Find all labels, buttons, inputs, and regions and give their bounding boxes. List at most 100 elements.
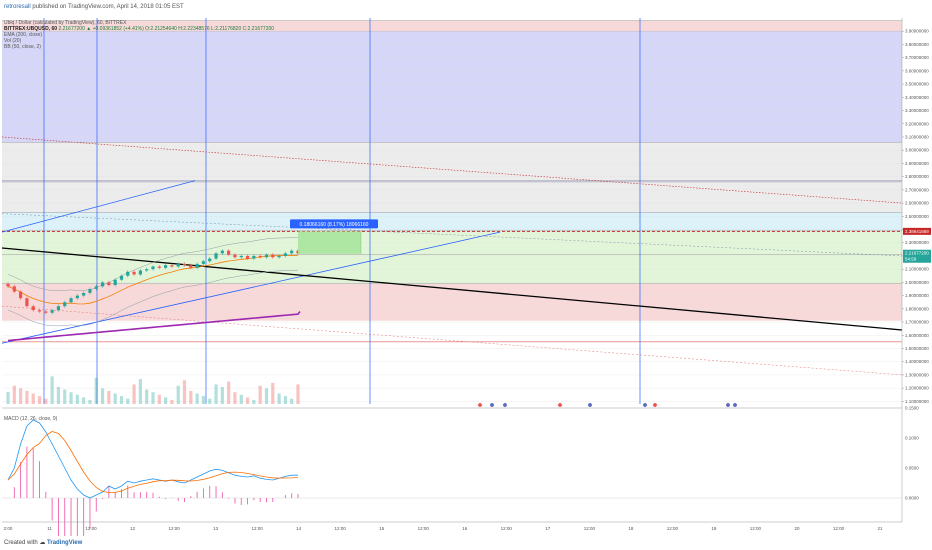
- candle-body: [50, 310, 54, 313]
- volume-bar: [277, 393, 281, 404]
- time-tick-label: 14: [296, 526, 302, 531]
- volume-bar: [239, 394, 243, 404]
- time-axis: 2:00 11 12:00 12 12:00 13 12:00 14 12:00 15 12:00 1…: [2, 521, 902, 531]
- ohlc-values: 2.21677200 ▲ +0.09361852 (+4.41%) O:2.21…: [58, 26, 275, 32]
- price-tick-label: 1.10000000: [905, 399, 929, 404]
- volume-bar: [75, 394, 79, 404]
- volume-bar: [233, 392, 237, 404]
- resistance-trendline: [1, 247, 903, 331]
- macd-legend[interactable]: MACD (12, 26, close, 9): [4, 416, 58, 422]
- time-tick-label: 16: [462, 526, 468, 531]
- candle-body: [6, 283, 10, 287]
- author-link[interactable]: retroresall: [4, 4, 31, 10]
- candle-body: [75, 295, 79, 299]
- price-tick-label: 1.30000000: [905, 372, 929, 377]
- event-marker-icon: [652, 402, 658, 408]
- price-tick-label: 3.00000000: [905, 148, 929, 153]
- volume-bar: [290, 398, 294, 404]
- time-tick-label: 12: [130, 526, 136, 531]
- candle-body: [56, 306, 61, 311]
- candle-body: [170, 265, 174, 267]
- event-marker-icon: [557, 402, 563, 408]
- volume-bar: [271, 382, 275, 404]
- macd-pane: [2, 407, 902, 536]
- candle-body: [189, 265, 193, 268]
- volume-bar: [264, 388, 269, 404]
- event-marker-icon: [725, 402, 731, 408]
- bb-lower-line: [7, 269, 299, 327]
- volume-bar: [44, 398, 48, 404]
- price-tick-label: 3.50000000: [905, 82, 929, 87]
- volume-bar: [208, 398, 212, 404]
- fib-zones: [2, 20, 902, 343]
- candle-body: [220, 250, 224, 254]
- time-tick-label: 12:00: [168, 526, 180, 531]
- footer-brand[interactable]: TradingView: [47, 540, 83, 546]
- volume-bar: [283, 396, 287, 404]
- candle-body: [63, 302, 67, 307]
- price-badge-green: [903, 249, 931, 263]
- candle-body: [233, 254, 237, 258]
- candle-body: [283, 253, 287, 256]
- time-tick-label: 18: [628, 526, 634, 531]
- price-tick-label: 2.80000000: [905, 174, 929, 179]
- symbol-title: Ubiq / Dollar (calculated by TradingView…: [4, 20, 127, 26]
- volume-bar: [31, 393, 35, 404]
- fib-zone: [2, 142, 902, 181]
- chart-canvas[interactable]: 0.18066160 (8.17%) 18066160 3.90000000 3.…: [0, 14, 932, 536]
- time-tick-label: 12:00: [833, 526, 845, 531]
- indicator-bb[interactable]: BB (50, close, 2): [4, 44, 41, 50]
- candle-body: [214, 253, 218, 259]
- candles: [6, 249, 300, 315]
- price-tick-label: 3.30000000: [905, 108, 929, 113]
- fib-zone: [2, 212, 902, 231]
- indicator-ema[interactable]: EMA (200, close): [4, 32, 43, 38]
- macd-tick-label: 0.0500: [905, 466, 919, 471]
- candle-body: [37, 310, 42, 312]
- time-tick-label: 12:00: [667, 526, 679, 531]
- time-tick-label: 13: [213, 526, 219, 531]
- candle-body: [25, 298, 29, 307]
- candle-body: [201, 261, 206, 264]
- volume-bar: [252, 400, 256, 404]
- time-tick-label: 20: [794, 526, 800, 531]
- volume-bar: [50, 376, 54, 404]
- volume-bar: [132, 384, 136, 404]
- candle-body: [100, 282, 105, 287]
- indicator-vol[interactable]: Vol (20): [4, 38, 22, 44]
- price-tick-label: 3.20000000: [905, 121, 929, 126]
- price-tick-label: 2.00000000: [905, 280, 929, 285]
- candle-body: [245, 255, 250, 259]
- price-tick-label: 2.10000000: [905, 267, 929, 272]
- price-tick-label: 2.70000000: [905, 187, 929, 192]
- time-tick-label: 12:00: [750, 526, 762, 531]
- publish-info: published on TradingView.com, April 14, …: [30, 4, 184, 10]
- price-tick-label: 3.60000000: [905, 68, 929, 73]
- candle-body: [107, 282, 111, 286]
- candle-body: [82, 292, 86, 296]
- price-tick-label: 3.40000000: [905, 95, 929, 100]
- candle-body: [164, 265, 168, 268]
- measure-label: 0.18066160 (8.17%) 18066160: [300, 222, 369, 228]
- candle-body: [126, 271, 130, 276]
- volume-bar: [296, 384, 300, 404]
- annotations: 0.18066160 (8.17%) 18066160: [290, 219, 378, 254]
- event-marker-icon: [489, 402, 495, 408]
- price-tick-label: 3.90000000: [905, 29, 929, 34]
- price-tick-label: 3.10000000: [905, 134, 929, 139]
- candle-body: [44, 311, 48, 313]
- volume-bar: [245, 397, 250, 404]
- candle-body: [290, 250, 294, 254]
- candle-body: [12, 286, 16, 292]
- volume-bar: [69, 392, 73, 404]
- volume-bar: [126, 398, 130, 404]
- volume-bar: [220, 387, 224, 404]
- candle-body: [271, 254, 275, 258]
- volume-bar: [37, 396, 42, 404]
- signal-line: [7, 431, 299, 493]
- volume-bar: [25, 390, 29, 404]
- measure-label-bg: [290, 219, 378, 229]
- long-trendline: [1, 136, 903, 204]
- price-tick-label: 3.80000000: [905, 42, 929, 47]
- volume-bar: [164, 397, 168, 404]
